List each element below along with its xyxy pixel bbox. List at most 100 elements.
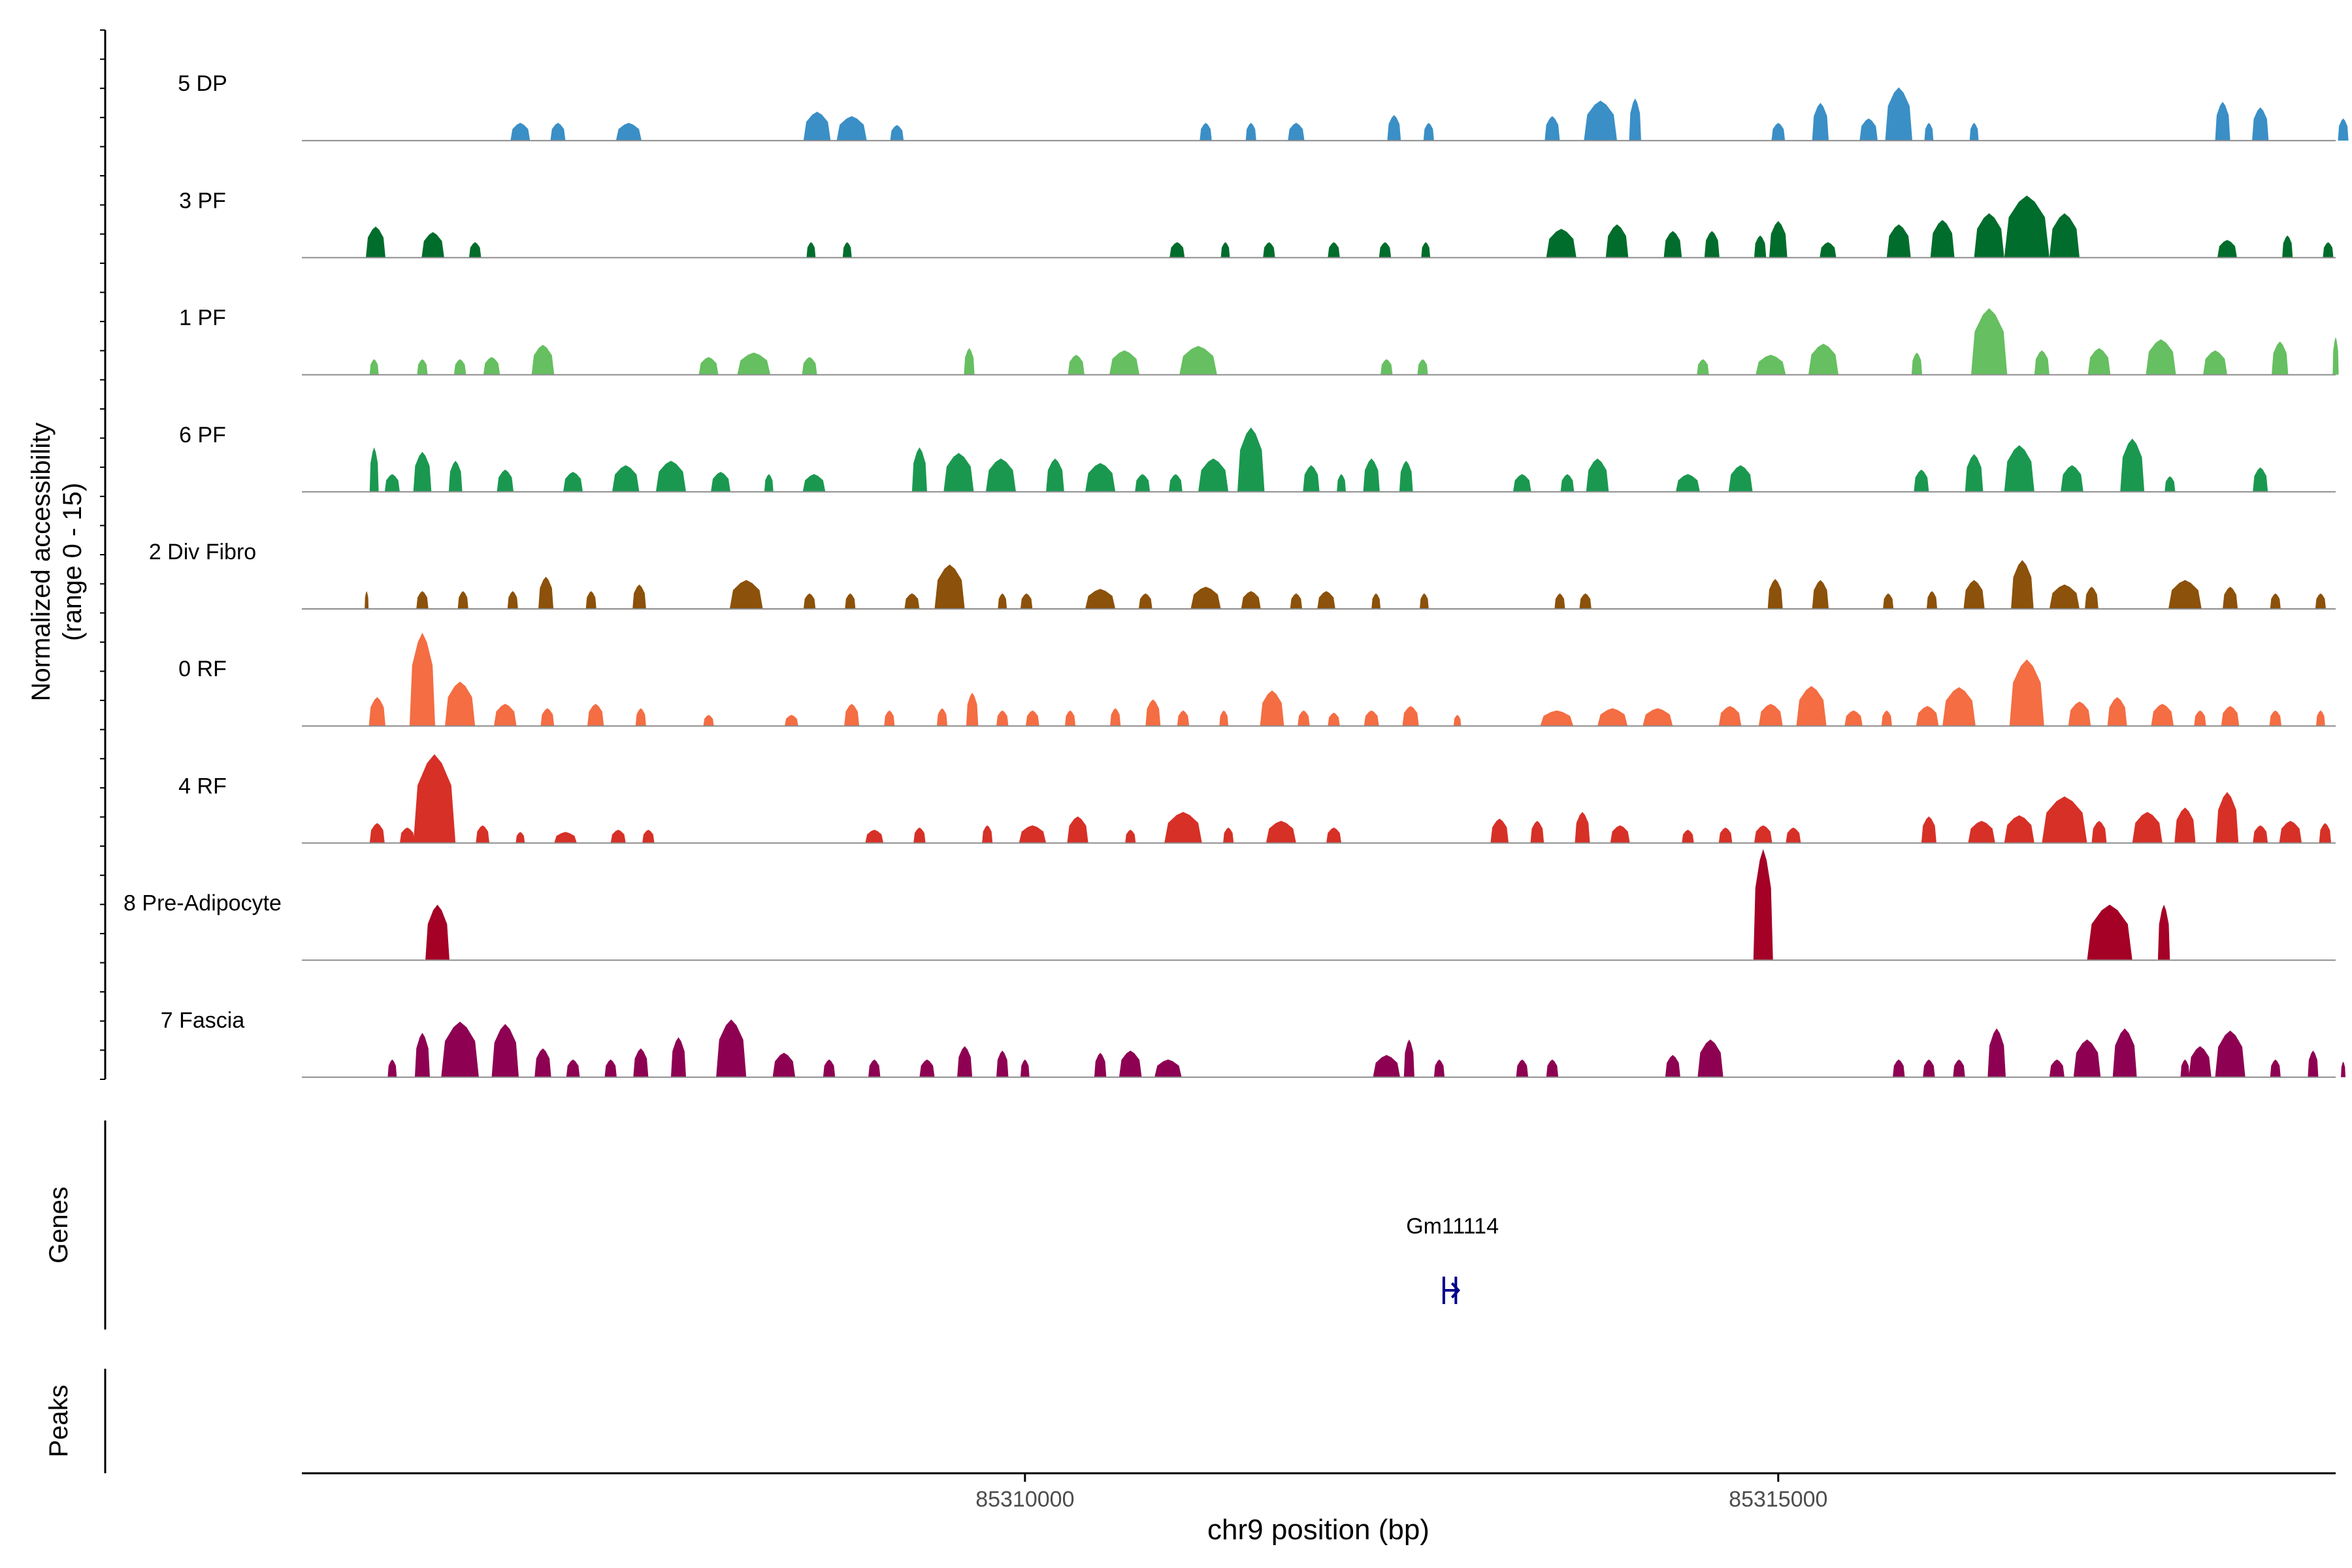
coverage-peak <box>823 1059 836 1077</box>
coverage-peak <box>2316 710 2325 727</box>
coverage-tracks: 5 DP 3 PF 1 PF 6 PF 2 Div Fibro 0 RF 4 RF 8 Pre… <box>123 71 2349 1078</box>
coverage-peak <box>1676 474 1700 492</box>
coverage-peak <box>1303 465 1320 492</box>
coverage-peak <box>1953 1059 1965 1077</box>
coverage-peak <box>610 830 626 843</box>
coverage-peak <box>538 576 554 609</box>
coverage-peak <box>1663 231 1682 258</box>
coverage-peak <box>2112 1028 2137 1077</box>
coverage-peak <box>1771 123 1786 141</box>
coverage-peak <box>1145 699 1161 727</box>
coverage-peak <box>1373 1054 1401 1077</box>
coverage-peak <box>587 704 604 727</box>
coverage-peak <box>1179 346 1217 375</box>
coverage-peak <box>417 359 428 375</box>
coverage-peak <box>716 1019 747 1077</box>
coverage-peak <box>468 242 482 258</box>
coverage-peak <box>1068 355 1085 375</box>
coverage-peak <box>1893 1059 1905 1077</box>
coverage-peak <box>1968 821 1995 843</box>
coverage-peak <box>1560 474 1575 492</box>
coverage-peak <box>943 453 974 492</box>
coverage-peak <box>2253 825 2268 843</box>
coverage-peak <box>1169 242 1185 258</box>
coverage-peak <box>1364 710 1379 727</box>
coverage-peak <box>711 472 731 492</box>
track-label: 1 PF <box>179 306 226 331</box>
coverage-peak <box>453 359 466 375</box>
coverage-peak <box>1119 1051 1142 1077</box>
coverage-peak <box>1402 706 1419 727</box>
coverage-peak <box>1642 708 1673 727</box>
coverage-peak <box>1245 123 1256 141</box>
coverage-peak <box>1019 825 1047 843</box>
coverage-peak <box>1067 816 1088 843</box>
coverage-peak <box>904 593 920 609</box>
coverage-peak <box>633 1048 649 1077</box>
coverage-peak <box>1125 830 1136 843</box>
track-6: 0 RF <box>178 632 2336 727</box>
coverage-peak <box>1697 1039 1723 1077</box>
coverage-peak <box>1974 213 2004 258</box>
coverage-peak <box>698 357 719 375</box>
coverage-peak <box>2338 118 2349 141</box>
coverage-peak <box>1403 1039 1414 1077</box>
coverage-peak <box>1328 242 1340 258</box>
x-axis-ticks: 85310000 85315000 <box>975 1473 1827 1512</box>
coverage-peak <box>497 469 514 492</box>
coverage-peak <box>1544 116 1560 141</box>
coverage-peak <box>1886 224 1911 258</box>
coverage-peak <box>2049 1059 2065 1077</box>
coverage-peak <box>369 359 379 375</box>
coverage-peak <box>806 242 816 258</box>
coverage-peak <box>1756 355 1786 375</box>
track-8: 8 Pre-Adipocyte <box>123 849 2336 961</box>
coverage-peak <box>1808 344 1839 375</box>
coverage-peak <box>2308 1051 2319 1077</box>
coverage-peak <box>964 348 975 375</box>
coverage-peak <box>1288 123 1305 141</box>
coverage-peak <box>1266 821 1296 843</box>
coverage-peak <box>1337 474 1347 492</box>
coverage-peak <box>2323 242 2334 258</box>
coverage-peak <box>2341 1062 2345 1077</box>
coverage-peak <box>550 123 566 141</box>
coverage-peak <box>1786 827 1801 843</box>
coverage-peak <box>1546 229 1576 258</box>
y-axis-label-line2: (range 0 - 15) <box>58 483 87 641</box>
coverage-peak <box>957 1046 973 1077</box>
coverage-peak <box>1138 593 1152 609</box>
coverage-peak <box>1881 710 1892 727</box>
coverage-peak <box>1718 706 1742 727</box>
coverage-peak <box>1754 235 1767 258</box>
coverage-peak <box>842 242 852 258</box>
coverage-peak <box>1190 587 1221 609</box>
coverage-peak <box>1844 710 1863 727</box>
track-9: 7 Fascia <box>161 1008 2345 1078</box>
coverage-peak <box>1433 1059 1445 1077</box>
coverage-peak <box>2120 438 2145 492</box>
coverage-peak <box>1584 101 1618 141</box>
coverage-peak <box>612 465 640 492</box>
coverage-peak <box>1198 458 1229 492</box>
coverage-peak <box>2270 593 2281 609</box>
coverage-peak <box>2332 336 2339 375</box>
coverage-peak <box>1859 118 1878 141</box>
coverage-peak <box>1965 454 1984 492</box>
coverage-peak <box>1629 98 1641 141</box>
coverage-peak <box>1546 1059 1559 1077</box>
coverage-peak <box>632 584 646 609</box>
coverage-peak <box>936 708 948 727</box>
coverage-peak <box>1916 706 1939 727</box>
coverage-peak <box>865 830 884 843</box>
coverage-peak <box>1540 710 1574 727</box>
coverage-peak <box>729 580 763 609</box>
coverage-peak <box>1796 686 1827 727</box>
coverage-peak <box>1399 461 1413 492</box>
coverage-peak <box>2215 1030 2246 1077</box>
coverage-peak <box>540 708 555 727</box>
coverage-peak <box>2180 1059 2190 1077</box>
coverage-peak <box>1718 827 1733 843</box>
coverage-peak <box>845 593 856 609</box>
coverage-peak <box>2279 821 2302 843</box>
